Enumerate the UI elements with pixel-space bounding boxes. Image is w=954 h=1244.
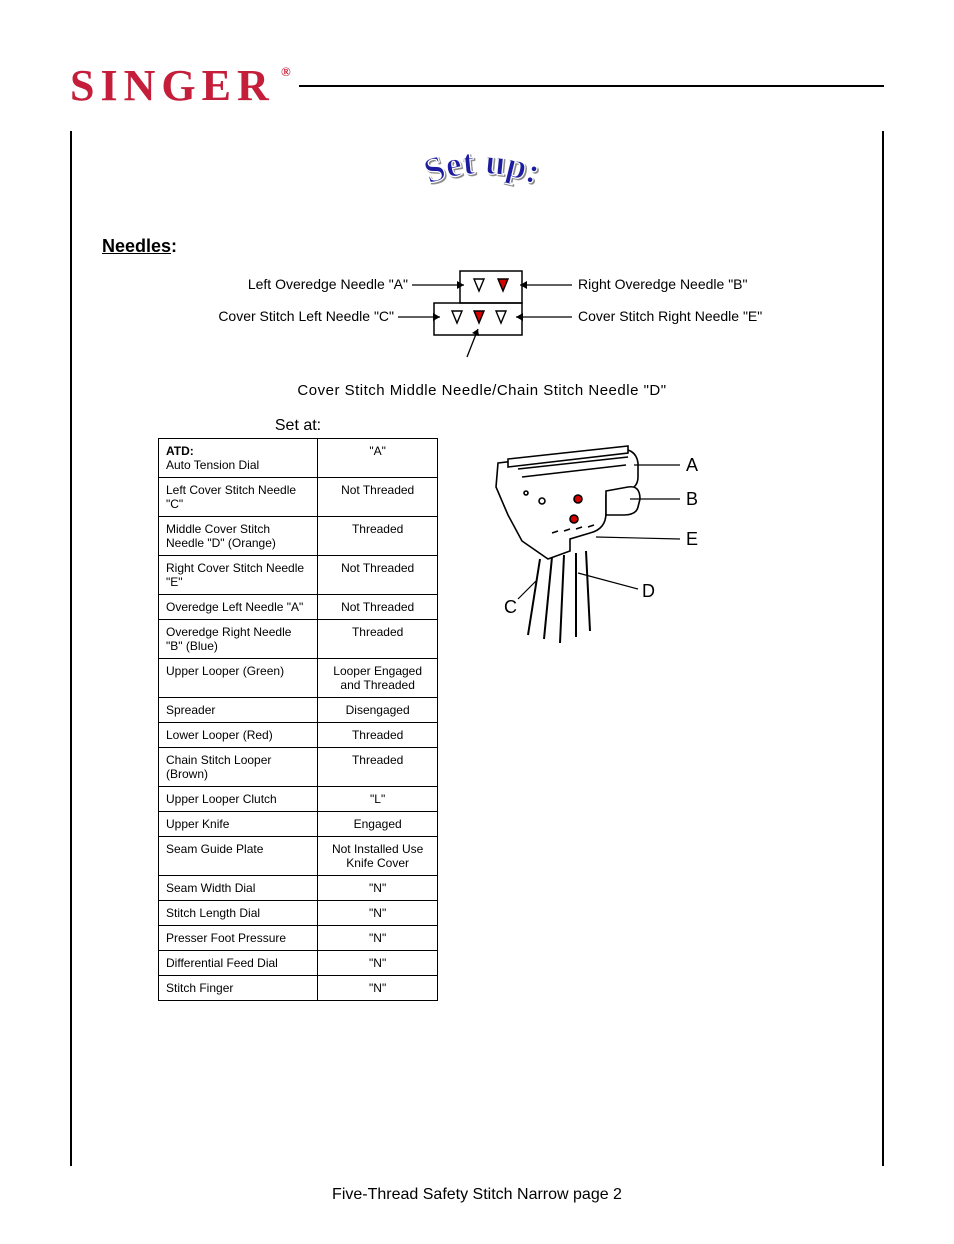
setting-value: "N"	[318, 926, 438, 951]
table-row: Lower Looper (Red)Threaded	[159, 723, 438, 748]
setting-label: Seam Guide Plate	[159, 837, 318, 876]
setting-label: Upper Looper (Green)	[159, 659, 318, 698]
setting-value: Threaded	[318, 620, 438, 659]
table-row: Upper Looper Clutch"L"	[159, 787, 438, 812]
settings-table: ATD:Auto Tension Dial"A"Left Cover Stitc…	[158, 438, 438, 1001]
registered-mark: ®	[281, 64, 291, 80]
page: SINGER ® Set up: Needles:	[0, 0, 954, 1244]
setat-label: Set at:	[158, 417, 438, 435]
setting-value: Disengaged	[318, 698, 438, 723]
table-row: ATD:Auto Tension Dial"A"	[159, 439, 438, 478]
table-row: Upper KnifeEngaged	[159, 812, 438, 837]
logo-rule	[299, 85, 884, 87]
illustration-col: A B E D C	[478, 417, 718, 656]
needle-diagram: Left Overedge Needle "A" Right Overedge …	[102, 265, 862, 370]
needle-head-illustration: A B E D C	[478, 441, 718, 651]
setting-label: Upper Knife	[159, 812, 318, 837]
setup-wordart: Set up:	[397, 146, 567, 206]
setup-text: Set up:	[419, 146, 546, 192]
table-row: Seam Width Dial"N"	[159, 876, 438, 901]
needles-label: Needles	[102, 236, 171, 256]
table-row: Upper Looper (Green)Looper Engaged and T…	[159, 659, 438, 698]
setting-value: Threaded	[318, 723, 438, 748]
setting-value: Threaded	[318, 517, 438, 556]
setting-label: Chain Stitch Looper (Brown)	[159, 748, 318, 787]
table-row: Stitch Length Dial"N"	[159, 901, 438, 926]
table-row: SpreaderDisengaged	[159, 698, 438, 723]
table-row: Middle Cover Stitch Needle "D" (Orange)T…	[159, 517, 438, 556]
illus-label-a: A	[686, 455, 698, 475]
setting-value: Engaged	[318, 812, 438, 837]
needle-caption: Cover Stitch Middle Needle/Chain Stitch …	[102, 382, 862, 399]
needle-label-a: Left Overedge Needle "A"	[248, 276, 408, 292]
illus-label-b: B	[686, 489, 698, 509]
setting-label: Middle Cover Stitch Needle "D" (Orange)	[159, 517, 318, 556]
setting-label: Upper Looper Clutch	[159, 787, 318, 812]
needles-colon: :	[171, 236, 177, 256]
setting-value: Not Installed Use Knife Cover	[318, 837, 438, 876]
setting-label: Presser Foot Pressure	[159, 926, 318, 951]
illus-label-c: C	[504, 597, 517, 617]
illus-label-e: E	[686, 529, 698, 549]
needle-label-c: Cover Stitch Left Needle "C"	[218, 308, 394, 324]
needle-label-e: Cover Stitch Right Needle "E"	[578, 308, 762, 324]
setting-value: Threaded	[318, 748, 438, 787]
table-row: Overedge Right Needle "B" (Blue)Threaded	[159, 620, 438, 659]
setting-value: Not Threaded	[318, 595, 438, 620]
setting-label: Overedge Right Needle "B" (Blue)	[159, 620, 318, 659]
setting-label: Differential Feed Dial	[159, 951, 318, 976]
table-row: Overedge Left Needle "A"Not Threaded	[159, 595, 438, 620]
setting-value: "N"	[318, 876, 438, 901]
setting-label: Stitch Length Dial	[159, 901, 318, 926]
setting-label: Left Cover Stitch Needle "C"	[159, 478, 318, 517]
brand-logo: SINGER ®	[70, 60, 289, 111]
setting-label: Spreader	[159, 698, 318, 723]
logo-row: SINGER ®	[70, 60, 884, 111]
table-col: Set at: ATD:Auto Tension Dial"A"Left Cov…	[158, 417, 438, 1001]
setting-label: Overedge Left Needle "A"	[159, 595, 318, 620]
content-frame: Set up: Needles:	[70, 131, 884, 1166]
table-row: Differential Feed Dial"N"	[159, 951, 438, 976]
two-col: Set at: ATD:Auto Tension Dial"A"Left Cov…	[158, 417, 862, 1001]
setting-value: "N"	[318, 951, 438, 976]
setting-label: Lower Looper (Red)	[159, 723, 318, 748]
setting-label: Right Cover Stitch Needle "E"	[159, 556, 318, 595]
table-row: Right Cover Stitch Needle "E"Not Threade…	[159, 556, 438, 595]
setup-title: Set up:	[102, 146, 862, 211]
setting-value: Looper Engaged and Threaded	[318, 659, 438, 698]
setting-label: Seam Width Dial	[159, 876, 318, 901]
setting-value: Not Threaded	[318, 478, 438, 517]
setting-label: Stitch Finger	[159, 976, 318, 1001]
setting-value: Not Threaded	[318, 556, 438, 595]
setting-value: "L"	[318, 787, 438, 812]
needle-label-b: Right Overedge Needle "B"	[578, 276, 748, 292]
table-row: Left Cover Stitch Needle "C"Not Threaded	[159, 478, 438, 517]
setting-value: "A"	[318, 439, 438, 478]
needles-heading: Needles:	[102, 236, 862, 257]
table-row: Stitch Finger"N"	[159, 976, 438, 1001]
page-footer: Five-Thread Safety Stitch Narrow page 2	[70, 1186, 884, 1204]
needle-diagram-svg: Left Overedge Needle "A" Right Overedge …	[162, 265, 802, 365]
setting-value: "N"	[318, 976, 438, 1001]
table-row: Presser Foot Pressure"N"	[159, 926, 438, 951]
illus-label-d: D	[642, 581, 655, 601]
setting-label: ATD:Auto Tension Dial	[159, 439, 318, 478]
table-row: Seam Guide PlateNot Installed Use Knife …	[159, 837, 438, 876]
setting-value: "N"	[318, 901, 438, 926]
brand-name: SINGER	[70, 61, 275, 110]
table-row: Chain Stitch Looper (Brown)Threaded	[159, 748, 438, 787]
